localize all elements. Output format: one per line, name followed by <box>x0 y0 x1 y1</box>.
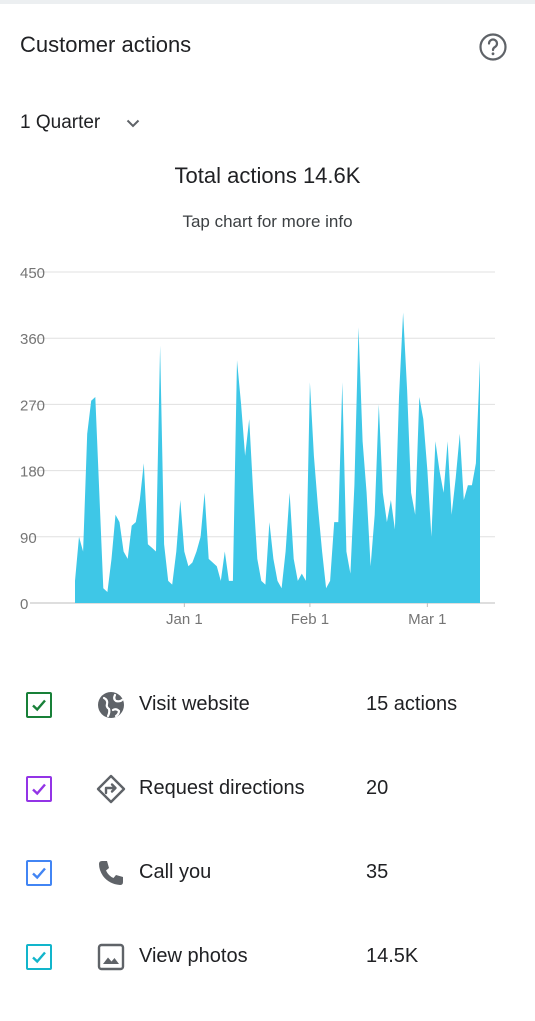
legend-label: Call you <box>139 861 212 883</box>
help-circle-icon[interactable] <box>478 32 508 62</box>
y-tick-label: 360 <box>20 331 45 348</box>
legend-value: 14.5K <box>366 945 419 967</box>
legend-label: Visit website <box>139 693 250 715</box>
globe-icon <box>98 692 124 718</box>
legend-label: Request directions <box>139 777 305 799</box>
x-tick-label: Mar 1 <box>408 611 446 628</box>
period-label: 1 Quarter <box>20 112 101 133</box>
photo-icon <box>97 943 125 971</box>
y-tick-label: 0 <box>20 596 28 613</box>
legend-value: 35 <box>366 861 389 883</box>
chevron-down-icon <box>127 119 140 128</box>
legend-item[interactable]: Visit website 15 actions <box>0 684 535 724</box>
legend-item[interactable]: View photos 14.5K <box>0 936 535 976</box>
legend-item[interactable]: Request directions 20 <box>0 768 535 808</box>
legend-value: 20 <box>366 777 389 799</box>
check-icon <box>32 951 46 964</box>
checkbox[interactable] <box>26 776 52 802</box>
page-title: Customer actions <box>20 32 192 57</box>
checkbox[interactable] <box>26 860 52 886</box>
phone-icon <box>99 861 123 885</box>
y-tick-label: 90 <box>20 530 37 547</box>
period-dropdown[interactable]: 1 Quarter <box>20 112 140 134</box>
checkbox[interactable] <box>26 692 52 718</box>
x-tick-label: Feb 1 <box>291 611 329 628</box>
top-divider <box>0 0 535 4</box>
legend-value: 15 actions <box>366 693 458 715</box>
x-tick-label: Jan 1 <box>166 611 203 628</box>
check-icon <box>32 699 46 712</box>
actions-chart[interactable]: 0 90 180 270 360 450 Jan 1 Feb 1 Mar 1 <box>0 255 535 635</box>
y-tick-label: 180 <box>20 464 45 481</box>
series-area[interactable] <box>75 312 480 604</box>
chart-hint: Tap chart for more info <box>182 212 353 231</box>
check-icon <box>32 783 46 796</box>
legend-item[interactable]: Call you 35 <box>0 852 535 892</box>
y-tick-label: 270 <box>20 397 45 414</box>
y-tick-label: 450 <box>20 265 45 282</box>
check-icon <box>32 867 46 880</box>
directions-icon <box>96 774 126 804</box>
checkbox[interactable] <box>26 944 52 970</box>
total-actions: Total actions 14.6K <box>174 163 361 188</box>
legend-label: View photos <box>139 945 248 967</box>
